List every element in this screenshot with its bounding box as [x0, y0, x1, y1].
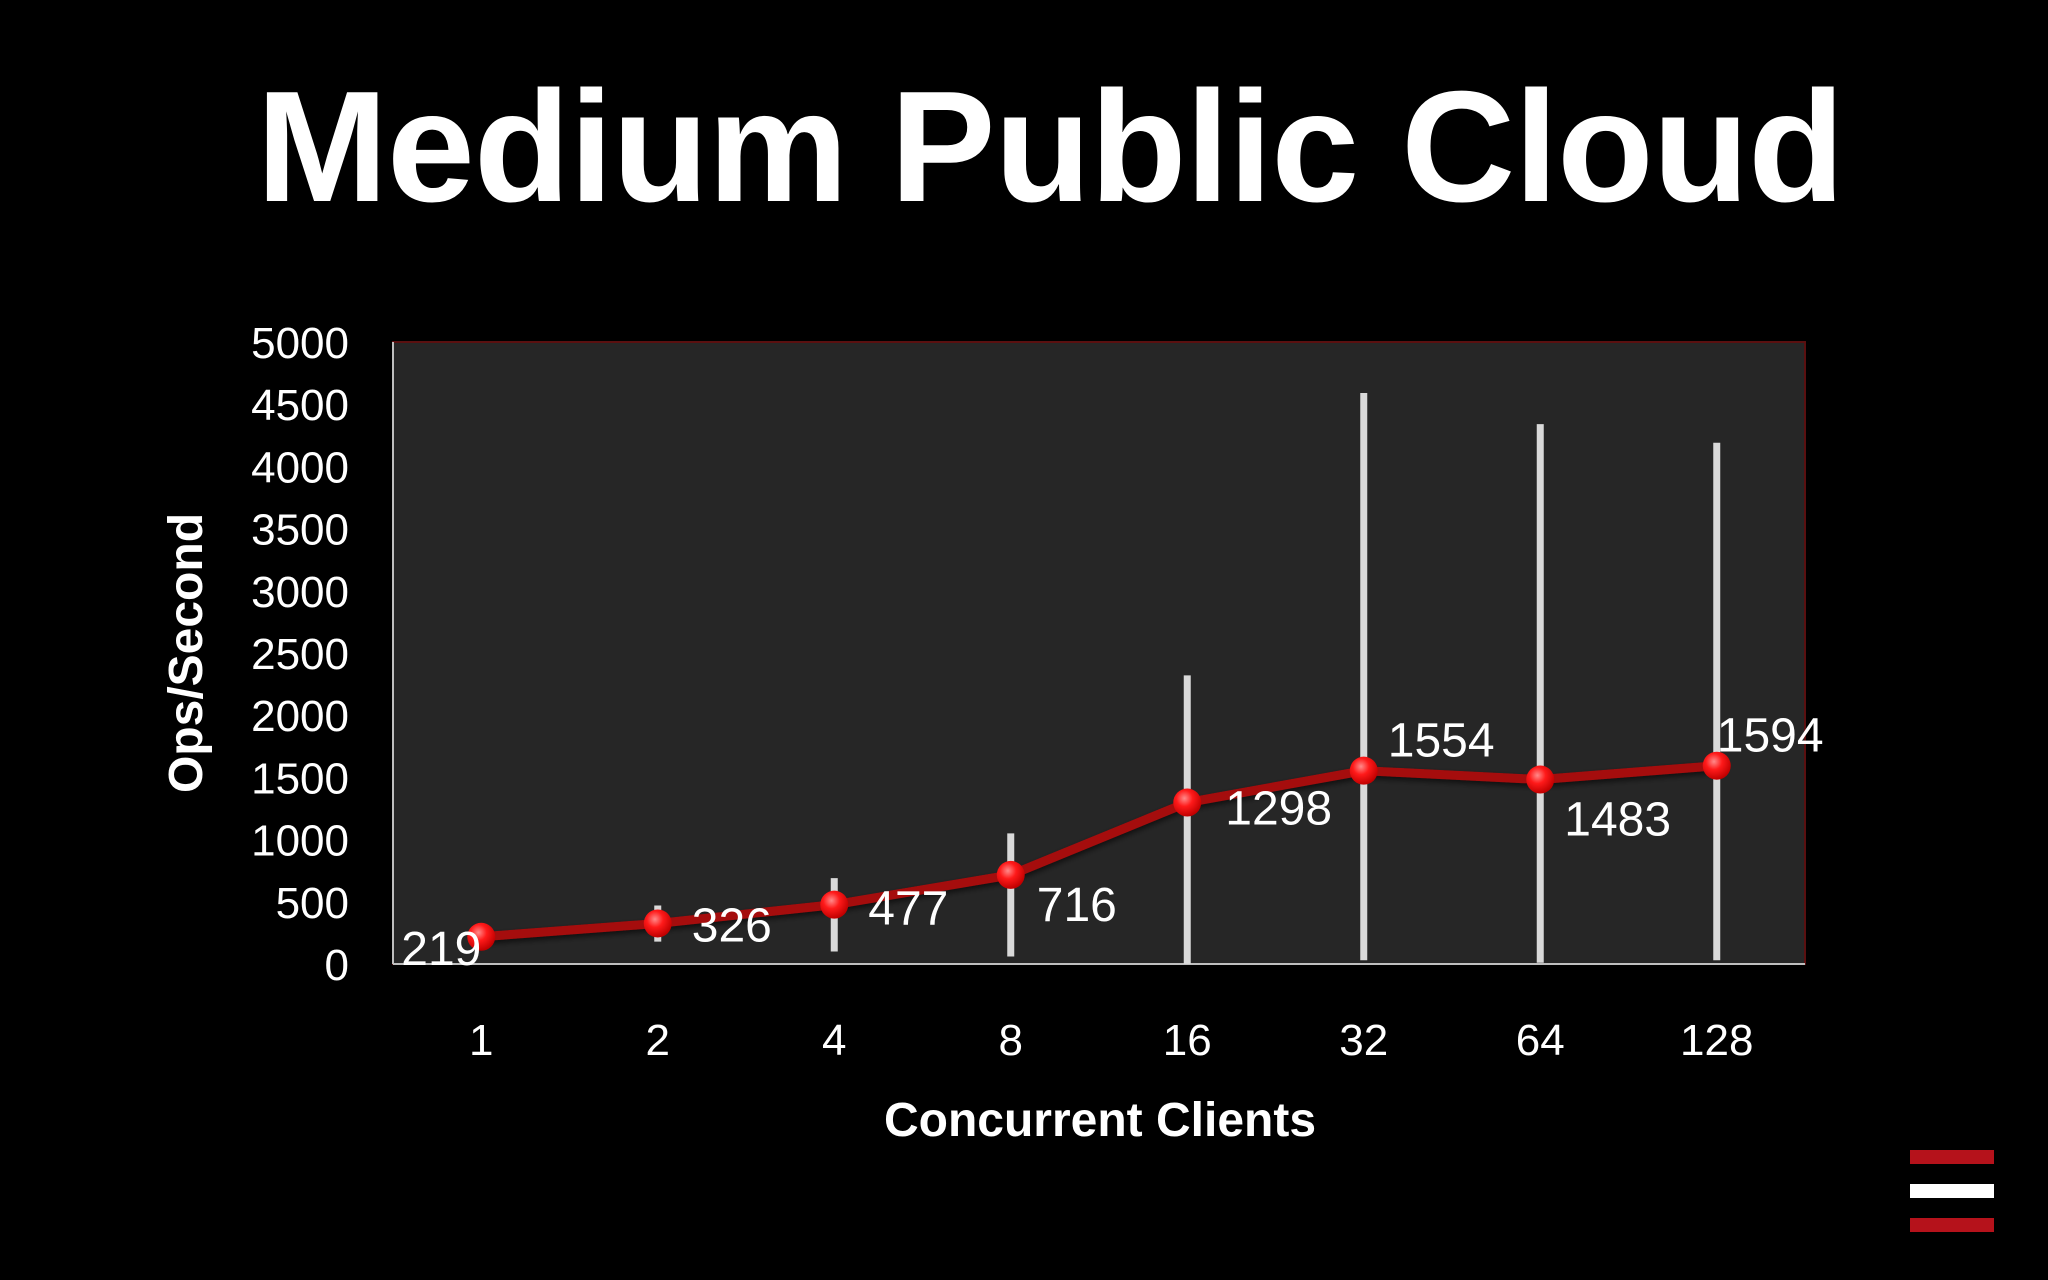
data-point [1702, 751, 1731, 780]
series-layer [467, 751, 1731, 951]
data-label: 1554 [1388, 715, 1495, 768]
data-point [467, 922, 496, 951]
y-tick-label: 1000 [251, 817, 349, 866]
y-tick-labels: 0 500 1000 1500 2000 2500 3000 3500 4000 4500 5000 [251, 319, 349, 990]
series-line [476, 761, 1722, 942]
data-label: 477 [868, 883, 948, 936]
data-label: 1594 [1717, 710, 1824, 763]
slide-title: Medium Public Cloud [256, 59, 1844, 235]
y-tick-label: 3500 [251, 506, 349, 555]
x-tick-label: 128 [1680, 1016, 1753, 1065]
y-tick-label: 0 [325, 941, 349, 990]
data-point [820, 890, 849, 919]
y-tick-label: 2500 [251, 630, 349, 679]
menu-stripes-logo [1910, 1150, 1994, 1232]
x-tick-label: 2 [646, 1016, 670, 1065]
x-tick-label: 4 [822, 1016, 846, 1065]
x-tick-label: 16 [1163, 1016, 1212, 1065]
data-label: 219 [401, 923, 481, 976]
data-label: 326 [692, 899, 772, 952]
data-point [1349, 756, 1378, 785]
x-tick-label: 1 [469, 1016, 493, 1065]
data-point [1173, 788, 1202, 817]
y-tick-label: 5000 [251, 319, 349, 368]
y-tick-label: 3000 [251, 568, 349, 617]
data-label: 1483 [1564, 794, 1671, 847]
data-point [996, 860, 1025, 889]
data-point [1526, 765, 1555, 794]
plot-area [392, 341, 1806, 965]
y-tick-label: 2000 [251, 692, 349, 741]
logo-stripe-bottom [1910, 1218, 1994, 1232]
x-axis-title: Concurrent Clients [884, 1094, 1316, 1147]
data-label: 716 [1037, 879, 1117, 932]
y-tick-label: 4500 [251, 381, 349, 430]
y-tick-label: 500 [276, 879, 349, 928]
logo-stripe-middle [1910, 1184, 1994, 1198]
y-tick-label: 1500 [251, 754, 349, 803]
x-tick-label: 32 [1339, 1016, 1388, 1065]
y-axis-title: Ops/Second [160, 513, 213, 793]
y-tick-label: 4000 [251, 443, 349, 492]
data-label: 1298 [1225, 783, 1332, 836]
x-tick-label: 8 [999, 1016, 1023, 1065]
data-point [643, 909, 672, 938]
data-labels: 219 326 477 716 1298 1554 1483 1594 [401, 710, 1823, 976]
x-tick-labels: 1 2 4 8 16 32 64 128 [469, 1016, 1753, 1065]
logo-stripe-top [1910, 1150, 1994, 1164]
x-tick-label: 64 [1516, 1016, 1565, 1065]
